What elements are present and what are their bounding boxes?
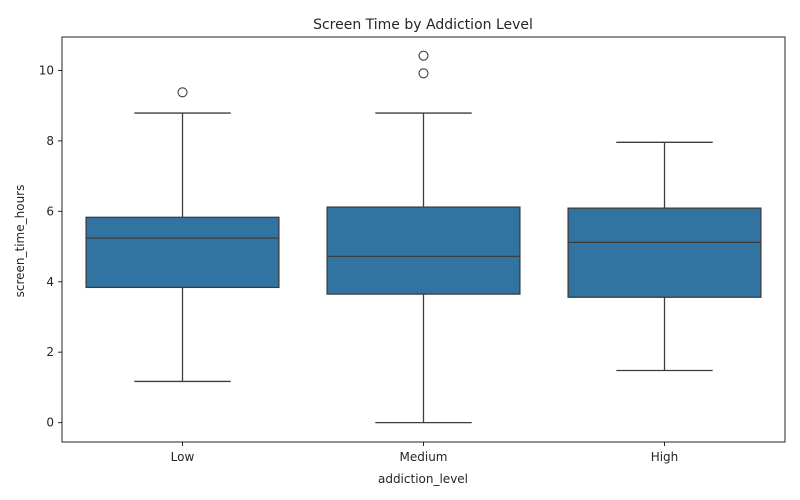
box-medium	[326, 206, 521, 295]
box-group-low	[85, 87, 280, 383]
x-tick-label: Low	[171, 450, 195, 464]
x-axis-label: addiction_level	[378, 472, 468, 486]
box-low	[85, 216, 280, 289]
box-group-medium	[326, 50, 521, 424]
x-tick-label: Medium	[400, 450, 448, 464]
y-tick-label: 10	[39, 63, 54, 77]
y-tick-label: 0	[46, 416, 54, 430]
y-axis-label: screen_time_hours	[13, 185, 27, 298]
plot-area	[85, 50, 762, 424]
outlier-point-low-1	[177, 87, 188, 98]
y-tick-label: 4	[46, 275, 54, 289]
box-high	[567, 207, 762, 298]
y-tick-label: 6	[46, 204, 54, 218]
outlier-point-medium-2	[418, 50, 429, 61]
outlier-point-medium-1	[418, 68, 429, 79]
box-group-high	[567, 141, 762, 372]
chart-title: Screen Time by Addiction Level	[313, 17, 533, 33]
y-tick-label: 8	[46, 134, 54, 148]
axes: 0 2 4 6 8 10 Low Medium High	[39, 36, 786, 464]
y-tick-label: 2	[46, 345, 54, 359]
x-tick-label: High	[651, 450, 679, 464]
